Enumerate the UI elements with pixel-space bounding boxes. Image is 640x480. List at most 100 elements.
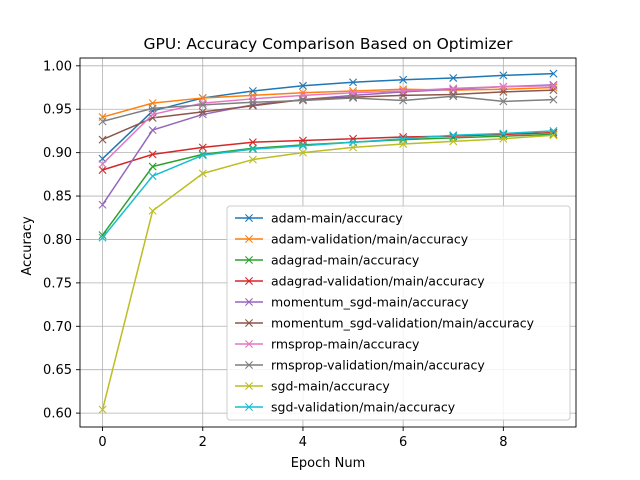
series-line [102,86,554,118]
legend: adam-main/accuracy adam-validation/main/a… [226,205,571,421]
legend-label: sgd-main/accuracy [271,379,390,394]
legend-swatch-marker [245,403,253,411]
data-point [449,92,458,101]
data-point [499,97,508,106]
data-point [248,94,257,103]
data-point [148,110,157,119]
legend-swatch-marker [245,214,253,222]
legend-item: sgd-main/accuracy [235,379,390,394]
data-point [549,126,558,135]
data-point [248,155,257,164]
data-point [148,150,157,159]
data-point [98,231,107,240]
y-tick-label: 0.95 [43,103,72,118]
legend-label: adam-validation/main/accuracy [271,232,469,247]
x-tick-label: 8 [499,435,507,450]
data-point [449,84,458,93]
data-point [298,148,307,157]
data-point [148,172,157,181]
y-tick-label: 0.90 [43,146,72,161]
legend-label: adam-main/accuracy [271,211,403,226]
y-tick-label: 0.85 [43,190,72,205]
data-point [499,71,508,80]
data-point [499,82,508,91]
series-line [102,89,554,141]
data-point [148,206,157,215]
data-point [449,137,458,146]
y-axis-label: Accuracy [20,216,35,276]
series-6 [98,81,558,168]
data-point [98,200,107,209]
data-point [148,162,157,171]
data-point [98,135,107,144]
data-point [349,93,358,102]
series-7 [98,92,558,126]
legend-item: momentum_sgd-validation/main/accuracy [235,316,535,331]
data-point [399,87,408,95]
data-point [198,151,207,160]
legend-swatch-marker [245,319,253,327]
series-8 [98,131,558,414]
legend-item: rmsprop-validation/main/accuracy [235,358,485,373]
y-tick-label: 0.80 [43,233,72,248]
x-tick-label: 2 [199,435,207,450]
legend-item: adam-validation/main/accuracy [235,232,469,247]
y-tick-label: 0.65 [43,363,72,378]
legend-item: adagrad-main/accuracy [235,253,420,268]
data-point [198,169,207,178]
series-line [101,134,554,410]
data-point [499,129,508,138]
data-point [399,87,408,96]
legend-swatch-marker [245,361,253,369]
legend-label: momentum_sgd-validation/main/accuracy [271,316,535,331]
legend-item: rmsprop-main/accuracy [235,337,420,352]
series-9 [98,126,558,242]
data-point [349,138,358,147]
data-point [449,73,458,82]
legend-swatch-marker [245,277,253,285]
legend-label: rmsprop-validation/main/accuracy [271,358,485,373]
chart-title: GPU: Accuracy Comparison Based on Optimi… [144,35,514,53]
legend-label: adagrad-main/accuracy [271,253,420,268]
data-point [198,143,207,152]
legend-box [226,205,571,421]
series-line [102,72,554,160]
series-line [102,131,554,171]
data-point [148,126,157,135]
data-point [198,107,207,116]
legend-item: adagrad-validation/main/accuracy [235,274,485,289]
series-line [102,95,554,123]
y-tick-label: 0.70 [43,320,72,335]
legend-label: adagrad-validation/main/accuracy [271,274,485,289]
y-tick-label: 0.60 [43,407,72,422]
data-point [399,134,408,143]
x-tick-label: 0 [98,435,106,450]
data-point [549,81,558,90]
data-point [98,166,107,174]
data-point [148,113,157,122]
data-point [349,134,358,143]
legend-item: momentum_sgd-main/accuracy [235,295,469,310]
data-point [248,144,257,153]
data-point [349,78,358,87]
data-point [98,233,107,242]
legend-swatch-marker [245,298,253,306]
legend-label: sgd-validation/main/accuracy [271,400,456,415]
series-3 [98,128,558,174]
legend-swatch-marker [245,256,253,264]
series-line [102,85,554,165]
data-point [248,101,257,110]
legend-label: momentum_sgd-main/accuracy [271,295,469,310]
data-point [399,75,408,84]
x-tick-label: 4 [299,435,307,450]
legend-swatch-marker [245,382,253,390]
data-point [549,95,558,104]
data-point [399,96,408,105]
series-line [101,130,554,239]
y-tick-label: 1.00 [43,59,72,74]
axes-frame [79,57,577,428]
legend-swatch-marker [245,340,253,348]
data-point [248,145,257,154]
data-point [98,405,107,414]
